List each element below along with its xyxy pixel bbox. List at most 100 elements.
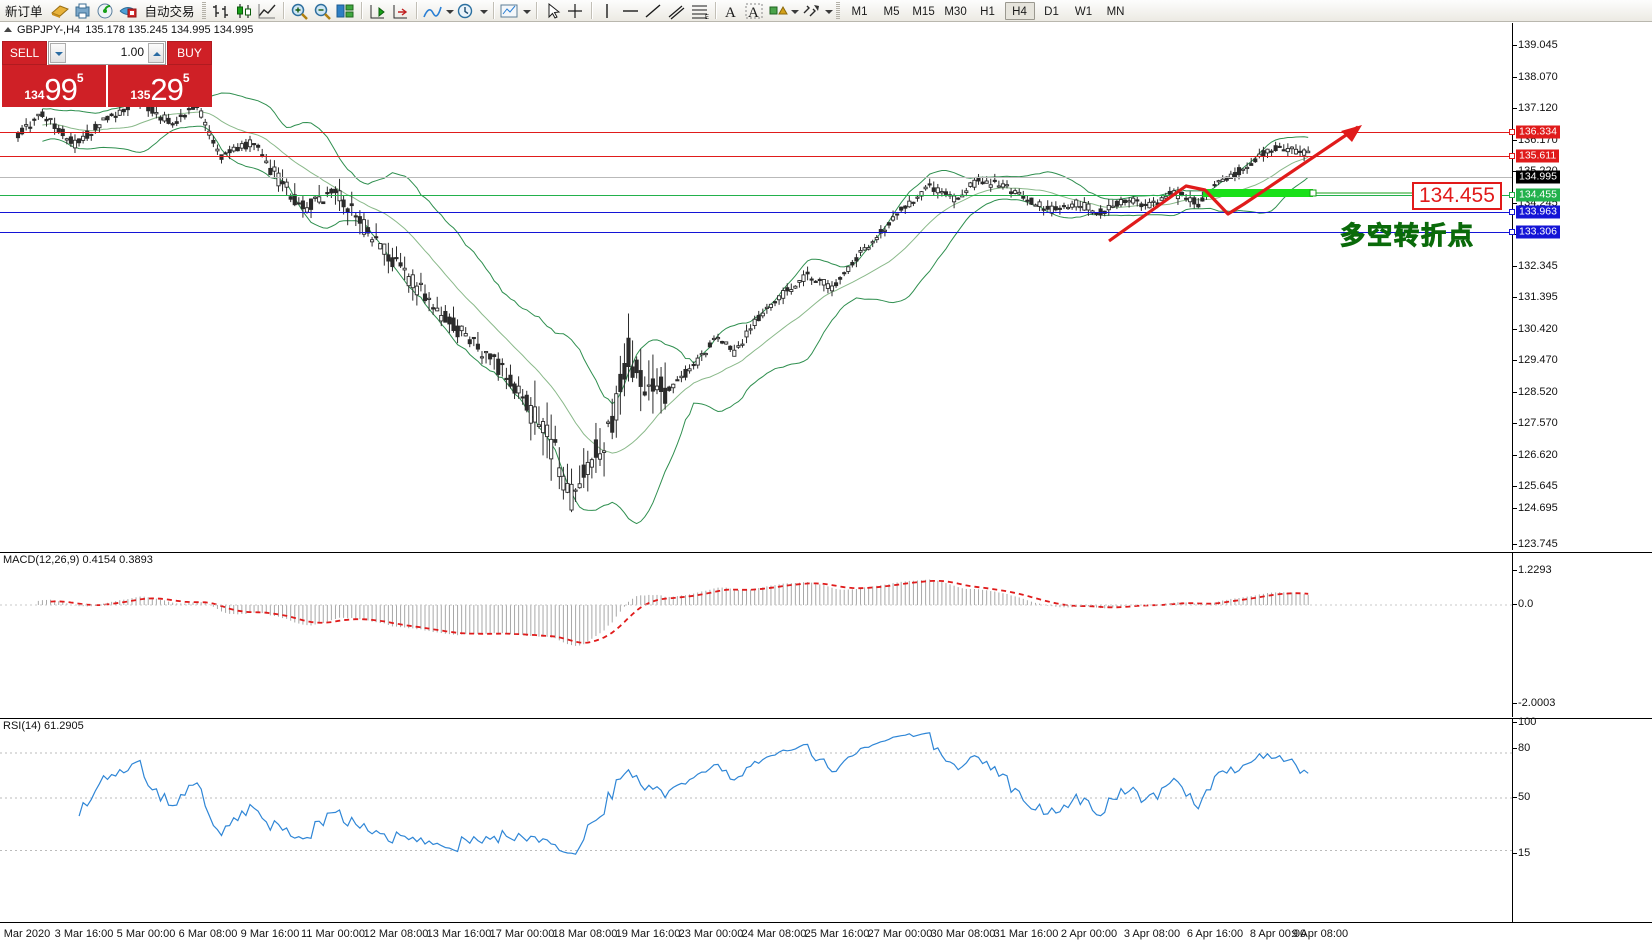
sell-price-quote[interactable]: 134 99 5	[2, 65, 106, 107]
y-axis-label: 130.420	[1518, 323, 1558, 335]
price-level-line[interactable]	[0, 232, 1512, 233]
time-axis: Mar 2020 3 Mar 16:00 5 Mar 00:00 6 Mar 08:0…	[0, 922, 1652, 947]
zoom-out-icon[interactable]	[311, 1, 334, 21]
price-level-handle[interactable]	[1509, 129, 1515, 135]
price-level-handle[interactable]	[1509, 153, 1515, 159]
sell-button[interactable]: SELL	[2, 41, 47, 65]
candlestick-icon[interactable]	[233, 1, 256, 21]
svg-text:E: E	[705, 15, 709, 21]
buy-price-quote[interactable]: 135 29 5	[106, 65, 212, 107]
trade-panel-controls: SELL 1.00 BUY	[2, 41, 212, 65]
y-axis-tick	[1512, 703, 1517, 704]
y-axis-label: 138.070	[1518, 71, 1558, 83]
time-axis-label: 5 Mar 00:00	[116, 928, 176, 940]
price-level-line[interactable]	[0, 132, 1512, 133]
horizontal-line-icon[interactable]	[619, 1, 642, 21]
toolbar-grip[interactable]	[835, 2, 840, 19]
bar-chart-icon[interactable]	[210, 1, 233, 21]
auto-trading-button[interactable]: 自动交易	[144, 5, 195, 19]
y-axis-label: 128.520	[1518, 386, 1558, 398]
timeframe-m1[interactable]: M1	[851, 5, 868, 18]
text-icon[interactable]: A	[720, 1, 743, 21]
timeframe-mn[interactable]: MN	[1106, 5, 1125, 18]
timeframe-d1[interactable]: D1	[1044, 5, 1059, 18]
symbol-name: GBPJPY-,H4	[17, 23, 81, 36]
y-axis-tick	[1512, 108, 1517, 109]
volume-stepper[interactable]: 1.00	[48, 41, 166, 65]
time-axis-label: 13 Mar 16:00	[426, 928, 492, 940]
price-level-line[interactable]	[0, 195, 1512, 196]
price-level-line[interactable]	[0, 212, 1512, 213]
price-level-flag[interactable]: 133.963	[1516, 205, 1560, 219]
current-price-line	[0, 177, 1512, 178]
price-level-flag[interactable]: 135.611	[1516, 149, 1560, 163]
toolbar-separator	[714, 2, 716, 19]
arrows-dropdown-icon[interactable]	[823, 2, 834, 20]
volume-value[interactable]: 1.00	[120, 45, 144, 59]
timeframe-m30[interactable]: M30	[944, 5, 967, 18]
y-axis-label: 1.2293	[1518, 564, 1552, 576]
price-level-flag[interactable]: 136.334	[1516, 125, 1560, 139]
shapes-dropdown-icon[interactable]	[789, 2, 800, 20]
line-chart-icon[interactable]	[256, 1, 279, 21]
time-axis-label: 19 Mar 16:00	[615, 928, 681, 940]
timeframe-w1[interactable]: W1	[1074, 5, 1093, 18]
indicators-dropdown-icon[interactable]	[444, 2, 455, 20]
timeframe-m5[interactable]: M5	[883, 5, 900, 18]
crosshair-icon[interactable]	[564, 1, 587, 21]
cursor-icon[interactable]	[541, 1, 564, 21]
macd-pane[interactable]: MACD(12,26,9) 0.4154 0.3893	[0, 552, 1652, 717]
arrows-icon[interactable]	[800, 1, 823, 21]
buy-button[interactable]: BUY	[167, 41, 212, 65]
price-level-flag[interactable]: 134.455	[1516, 188, 1560, 202]
chart-folder-icon[interactable]	[48, 1, 71, 21]
printer-icon[interactable]	[71, 1, 94, 21]
y-axis-tick	[1512, 171, 1517, 172]
new-order-button[interactable]: 新订单	[5, 5, 43, 19]
y-axis-tick	[1512, 853, 1517, 854]
grid-icon[interactable]	[334, 1, 357, 21]
price-chart-pane[interactable]	[0, 23, 1652, 550]
timeframe-h1[interactable]: H1	[980, 5, 995, 18]
y-axis-tick	[1512, 203, 1517, 204]
periods-icon[interactable]	[455, 1, 478, 21]
price-level-handle[interactable]	[1509, 209, 1515, 215]
macd-canvas	[0, 579, 1512, 646]
rsi-axis-line	[1512, 719, 1513, 923]
label-icon[interactable]: A	[743, 1, 766, 21]
toolbar-grip[interactable]	[201, 2, 206, 19]
fibonacci-icon[interactable]: E	[688, 1, 711, 21]
y-axis-label: 80	[1518, 742, 1531, 754]
svg-text:A: A	[725, 5, 736, 21]
timeframe-m15[interactable]: M15	[912, 5, 935, 18]
rsi-pane[interactable]: RSI(14) 61.2905	[0, 718, 1652, 923]
y-axis-tick	[1512, 392, 1517, 393]
zoom-in-icon[interactable]	[288, 1, 311, 21]
rsi-label: RSI(14) 61.2905	[3, 720, 84, 732]
auto-scroll-icon[interactable]	[366, 1, 389, 21]
templates-dropdown-icon[interactable]	[521, 2, 532, 20]
templates-icon[interactable]	[498, 1, 521, 21]
indicators-icon[interactable]	[421, 1, 444, 21]
periods-dropdown-icon[interactable]	[478, 2, 489, 20]
expert-advisor-icon[interactable]	[117, 1, 140, 21]
timeframe-h4[interactable]: H4	[1004, 1, 1035, 20]
trendline-icon[interactable]	[642, 1, 665, 21]
price-level-line[interactable]	[0, 156, 1512, 157]
y-axis-label: 0.0	[1518, 598, 1534, 610]
price-level-flag[interactable]: 133.306	[1516, 225, 1560, 239]
shapes-icon[interactable]	[766, 1, 789, 21]
vertical-line-icon[interactable]	[596, 1, 619, 21]
time-axis-label: 25 Mar 16:00	[804, 928, 870, 940]
volume-increase-icon[interactable]	[148, 43, 164, 63]
chart-shift-icon[interactable]	[389, 1, 412, 21]
price-level-flag[interactable]: 134.995	[1516, 170, 1560, 184]
equidistant-channel-icon[interactable]	[665, 1, 688, 21]
collapse-icon[interactable]	[4, 27, 12, 32]
time-axis-label: 30 Mar 08:00	[930, 928, 996, 940]
price-level-handle[interactable]	[1509, 192, 1515, 198]
volume-decrease-icon[interactable]	[50, 43, 66, 63]
price-level-handle[interactable]	[1509, 229, 1515, 235]
broadcast-icon[interactable]	[94, 1, 117, 21]
